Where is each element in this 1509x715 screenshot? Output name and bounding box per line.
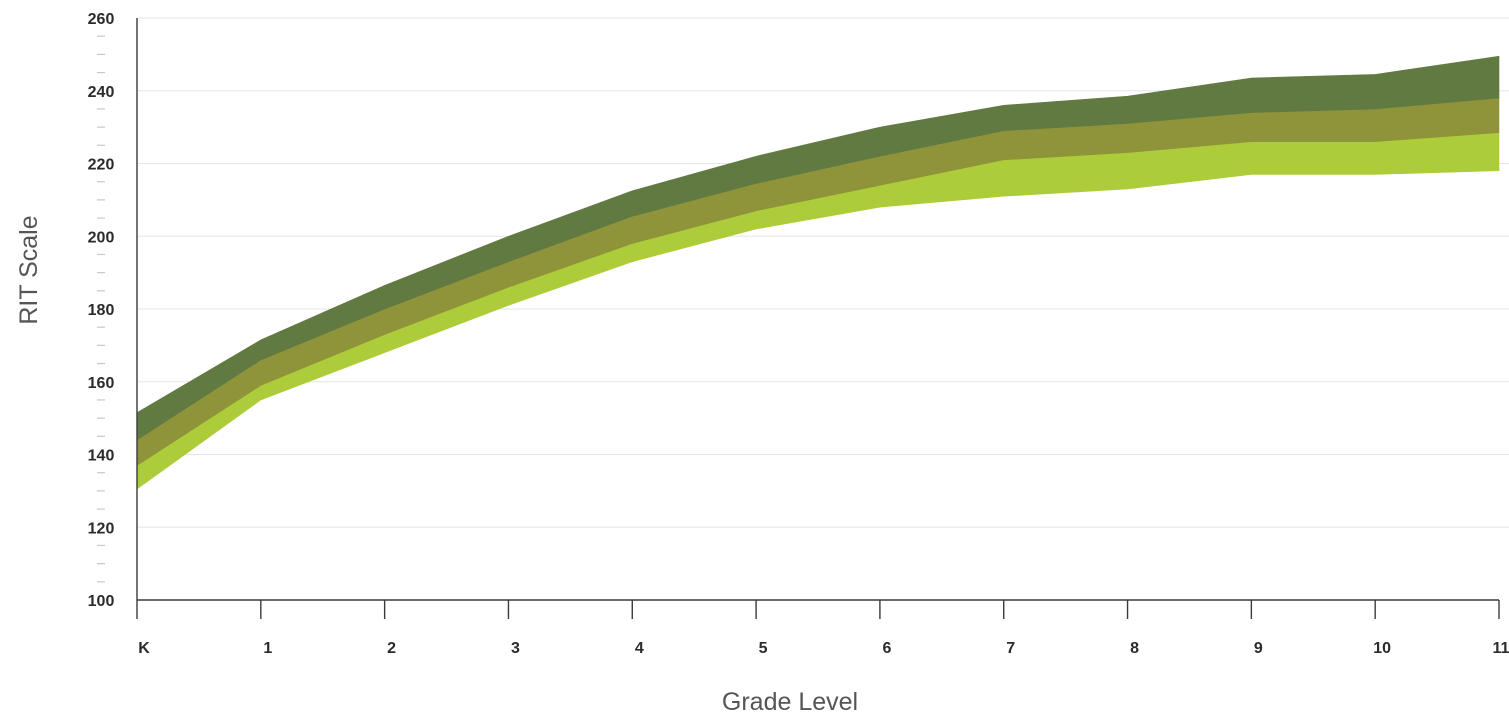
x-tick-label: 2 [387, 640, 396, 657]
x-axis-title: Grade Level [722, 688, 858, 715]
y-tick-label: 220 [88, 157, 115, 174]
y-tick-label: 100 [88, 593, 115, 610]
y-axis-title: RIT Scale [15, 215, 43, 324]
y-tick-label: 200 [88, 229, 115, 246]
y-tick-label: 160 [88, 375, 115, 392]
y-tick-labels: 100 120 140 160 180 200 220 240 260 [88, 11, 115, 610]
axes [136, 18, 1499, 601]
y-tick-label: 140 [88, 448, 115, 465]
x-tick-label: K [138, 640, 150, 657]
bands-layer [136, 55, 1500, 490]
y-tick-label: 260 [88, 11, 115, 28]
x-tick-label: 1 [263, 640, 272, 657]
x-tick-label: 5 [759, 640, 768, 657]
y-tick-label: 120 [88, 520, 115, 537]
x-tick-label: 7 [1006, 640, 1015, 657]
x-tick-label: 8 [1130, 640, 1139, 657]
x-tick-label: 10 [1373, 640, 1391, 657]
band-3 [136, 55, 1500, 441]
y-tick-label: 180 [88, 302, 115, 319]
x-tick-label: 6 [882, 640, 891, 657]
x-tick-label: 4 [635, 640, 644, 657]
x-tick-labels: K 1 2 3 4 5 6 7 8 9 10 11 [136, 600, 1509, 657]
x-tick-label: 11 [1493, 640, 1509, 657]
x-tick-label: 9 [1254, 640, 1263, 657]
y-minor-ticks [97, 35, 105, 583]
y-tick-label: 240 [88, 84, 115, 101]
x-tick-label: 3 [511, 640, 520, 657]
